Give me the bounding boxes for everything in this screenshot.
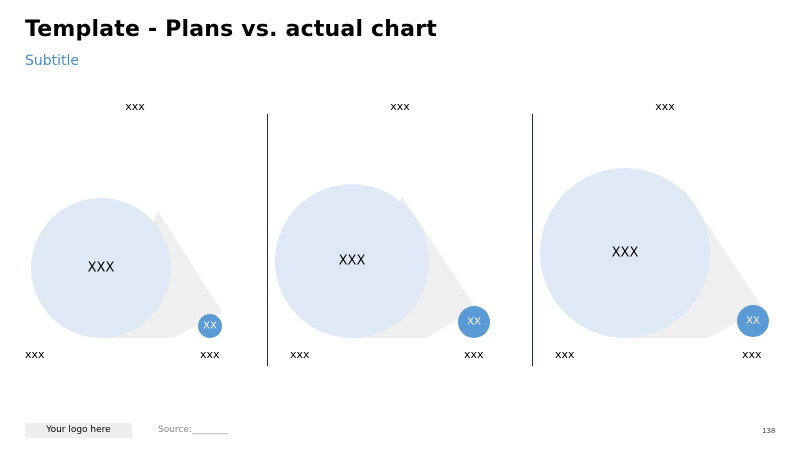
plan-actual-panel-1: xxx XXX XX xxx xxx <box>23 96 243 371</box>
panel-top-label: xxx <box>655 100 675 113</box>
bottom-left-label: xxx <box>25 348 45 361</box>
plan-actual-panel-2: xxx XXX XX xxx xxx <box>272 96 492 371</box>
plan-label: XXX <box>611 245 639 261</box>
page-subtitle: Subtitle <box>25 53 80 69</box>
plan-actual-panel-3: xxx XXX XX xxx xxx <box>538 96 769 371</box>
panel-divider-2 <box>532 114 533 366</box>
bottom-left-label: xxx <box>555 348 575 361</box>
plan-label: XXX <box>338 253 366 269</box>
plan-circle <box>31 198 171 338</box>
bottom-right-label: xxx <box>742 348 762 361</box>
logo-placeholder: Your logo here <box>25 423 132 438</box>
actual-label: XX <box>467 316 481 328</box>
plan-circle <box>275 184 429 338</box>
panel-top-label: xxx <box>125 100 145 113</box>
actual-circle <box>737 305 769 337</box>
actual-label: XX <box>746 315 760 327</box>
plan-actual-graphic-3 <box>540 168 769 338</box>
actual-circle <box>458 306 490 338</box>
page-title: Template - Plans vs. actual chart <box>25 17 437 42</box>
bottom-right-label: xxx <box>464 348 484 361</box>
actual-label: XX <box>203 320 217 332</box>
panel-top-label: xxx <box>390 100 410 113</box>
bottom-left-label: xxx <box>290 348 310 361</box>
page-number: 138 <box>762 427 776 435</box>
plan-label: XXX <box>87 260 115 276</box>
plan-circle <box>540 168 710 338</box>
plan-actual-graphic-1 <box>31 198 222 338</box>
plan-actual-graphic-2 <box>275 184 490 338</box>
actual-circle <box>198 314 222 338</box>
bottom-right-label: xxx <box>200 348 220 361</box>
panel-divider-1 <box>267 114 268 366</box>
source-text: Source:________ <box>158 425 228 435</box>
